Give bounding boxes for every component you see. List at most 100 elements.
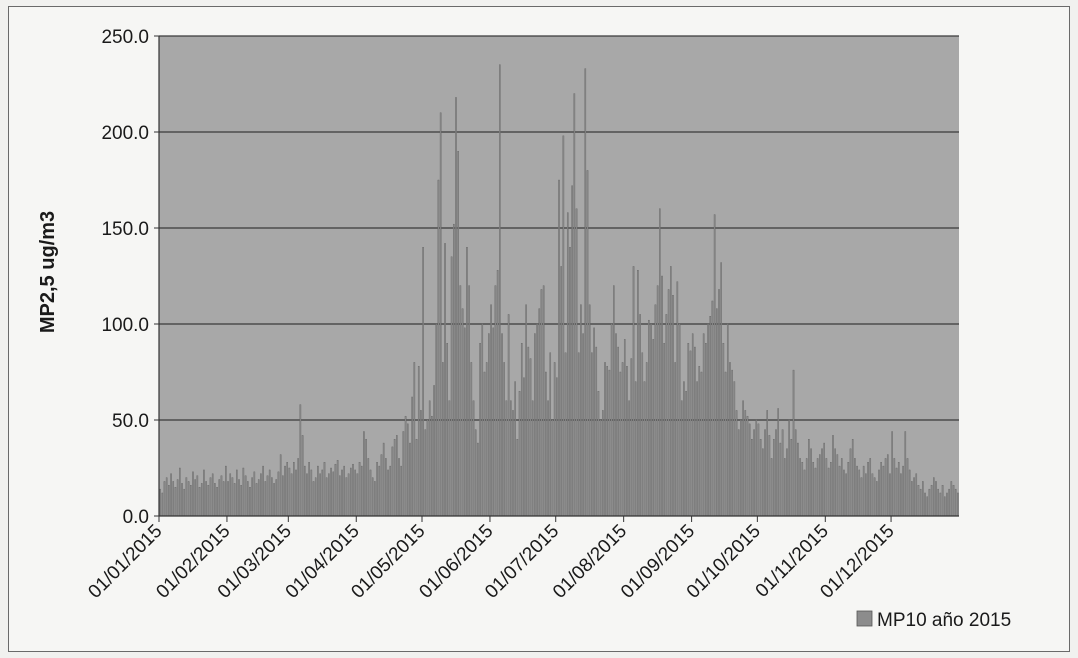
- bar-day-50: [266, 475, 269, 517]
- bar-day-26: [214, 483, 216, 517]
- bar-day-315: [847, 462, 850, 517]
- bar-day-217: [632, 266, 635, 517]
- bar-day-150: [485, 362, 488, 517]
- bar-day-270: [748, 423, 751, 517]
- y-tick-label-2: 100.0: [101, 315, 149, 336]
- bar-day-324: [867, 462, 869, 517]
- bar-day-364: [954, 488, 957, 517]
- bar-day-253: [711, 300, 714, 517]
- bar-day-258: [722, 343, 725, 517]
- bar-day-60: [288, 467, 291, 517]
- bar-day-237: [676, 281, 679, 517]
- bar-day-172: [534, 333, 536, 517]
- bar-day-223: [645, 362, 648, 517]
- bar-day-272: [753, 429, 755, 517]
- bar-day-206: [608, 369, 611, 517]
- bar-day-354: [933, 477, 935, 517]
- bar-day-129: [439, 112, 442, 517]
- bar-day-154: [494, 285, 497, 517]
- bar-day-283: [777, 408, 779, 517]
- bar-day-184: [560, 266, 562, 517]
- bar-day-6: [170, 473, 172, 517]
- bar-day-263: [733, 381, 736, 517]
- bar-day-224: [648, 319, 650, 517]
- bar-day-185: [562, 135, 565, 517]
- bar-day-305: [825, 458, 828, 517]
- bar-day-121: [422, 247, 424, 517]
- bar-day-54: [275, 479, 278, 517]
- bar-day-161: [510, 400, 512, 517]
- bar-day-73: [317, 465, 319, 517]
- bar-day-261: [729, 362, 731, 517]
- y-tick-labels: 0.0 50.0 100.0 150.0 200.0 250.0: [101, 27, 159, 528]
- bar-day-48: [262, 465, 264, 517]
- bar-day-140: [463, 327, 466, 517]
- bar-day-171: [531, 400, 534, 517]
- bar-day-2: [161, 492, 164, 517]
- bar-day-80: [332, 471, 335, 517]
- bar-day-262: [731, 369, 733, 517]
- bar-day-294: [801, 462, 804, 517]
- bar-day-86: [345, 477, 348, 517]
- bar-day-365: [957, 492, 959, 517]
- bar-day-164: [516, 439, 519, 517]
- bar-day-266: [740, 419, 742, 517]
- bar-day-345: [913, 477, 915, 517]
- bar-day-280: [770, 458, 773, 517]
- bar-day-309: [834, 448, 836, 517]
- bar-day-126: [433, 385, 435, 517]
- bar-day-242: [687, 343, 690, 517]
- bar-day-9: [176, 479, 179, 517]
- bar-day-118: [415, 439, 418, 517]
- bar-day-156: [499, 64, 501, 517]
- bar-day-265: [737, 429, 740, 517]
- bar-day-167: [523, 377, 525, 517]
- bar-day-227: [654, 304, 657, 517]
- bar-day-113: [404, 415, 407, 517]
- bar-day-10: [179, 467, 181, 517]
- bar-day-219: [637, 270, 639, 517]
- bar-day-85: [343, 465, 345, 517]
- bar-day-105: [387, 469, 389, 517]
- bar-day-136: [455, 97, 457, 517]
- bar-day-260: [726, 323, 729, 517]
- bar-day-243: [689, 350, 692, 517]
- bar-day-134: [450, 256, 453, 517]
- bar-day-32: [227, 481, 229, 517]
- y-tick-label-3: 150.0: [101, 219, 149, 240]
- bar-day-97: [369, 469, 372, 517]
- bar-day-190: [573, 93, 576, 517]
- bar-day-72: [314, 477, 317, 517]
- bar-day-339: [900, 473, 902, 517]
- bar-day-234: [670, 266, 672, 517]
- bar-day-204: [604, 362, 606, 517]
- bar-day-95: [365, 439, 367, 517]
- bar-day-312: [840, 458, 843, 517]
- bar-day-362: [950, 481, 953, 517]
- bar-day-218: [634, 381, 637, 517]
- bar-day-143: [470, 362, 473, 517]
- bar-day-277: [764, 429, 766, 517]
- bar-day-328: [876, 481, 878, 517]
- bar-day-23: [207, 485, 210, 517]
- bar-day-299: [812, 462, 815, 517]
- bar-day-21: [203, 469, 205, 517]
- bar-day-279: [768, 435, 771, 517]
- bar-day-296: [805, 458, 808, 517]
- bar-day-194: [582, 333, 584, 517]
- bar-day-33: [229, 473, 232, 517]
- bar-day-135: [453, 223, 455, 517]
- bar-day-360: [946, 492, 948, 517]
- bar-day-244: [691, 333, 694, 517]
- bar-day-155: [496, 270, 499, 517]
- bar-day-63: [295, 469, 297, 517]
- bar-day-124: [428, 400, 431, 517]
- bar-day-45: [255, 483, 258, 517]
- bar-day-228: [656, 285, 659, 517]
- bar-day-169: [527, 346, 530, 517]
- bar-day-127: [435, 323, 438, 517]
- bar-day-110: [398, 458, 400, 517]
- bar-day-186: [564, 352, 567, 517]
- bar-day-264: [735, 410, 738, 517]
- bar-day-158: [503, 362, 505, 517]
